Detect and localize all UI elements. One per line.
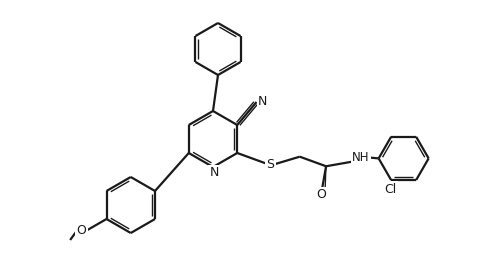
Text: O: O [316, 188, 326, 202]
Text: O: O [77, 224, 87, 236]
Text: N: N [258, 94, 267, 107]
Text: N: N [209, 166, 218, 180]
Text: NH: NH [352, 151, 369, 164]
Text: S: S [267, 158, 275, 171]
Text: Cl: Cl [384, 183, 396, 196]
